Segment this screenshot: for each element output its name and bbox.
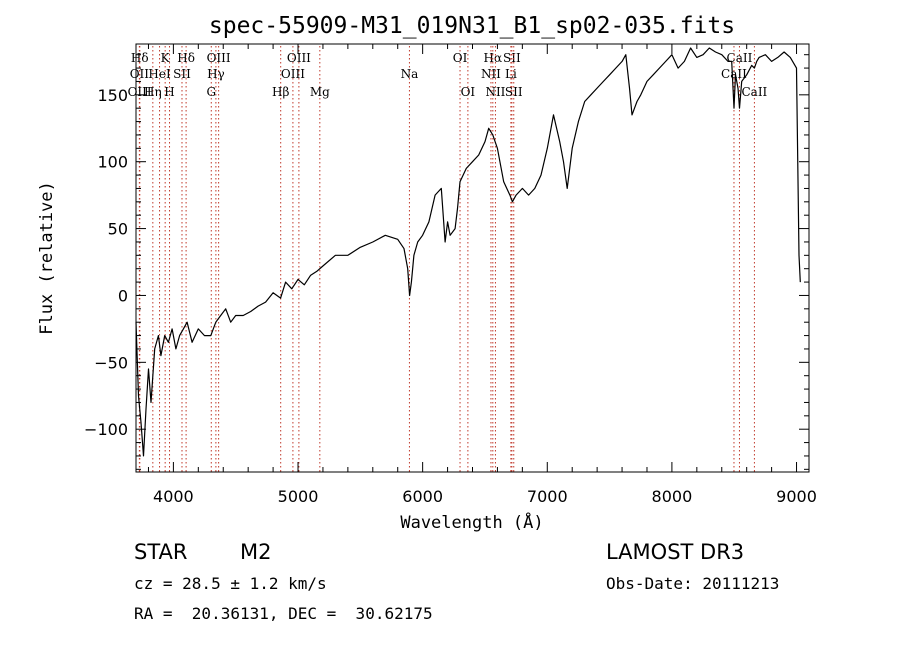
line-label-15: Mg: [310, 85, 330, 99]
line-label-21: NII: [485, 85, 505, 99]
line-label-13: OIII: [287, 51, 311, 65]
line-label-25: CaII: [727, 51, 753, 65]
line-label-24: SII: [505, 85, 523, 99]
plot-frame: [135, 43, 810, 473]
line-label-7: H: [164, 85, 174, 99]
redshift-velocity: cz = 28.5 ± 1.2 km/s: [134, 574, 327, 593]
line-label-8: Hδ: [177, 51, 195, 65]
observation-date: Obs-Date: 20111213: [606, 574, 780, 593]
chart-title: spec-55909-M31_019N31_B1_sp02-035.fits: [209, 13, 735, 39]
survey-name: LAMOST DR3: [606, 540, 745, 564]
y-tick-label: −100: [84, 420, 128, 439]
line-label-19: Hα: [484, 51, 503, 65]
line-label-6: SII: [173, 67, 191, 81]
spectrum-line: [135, 47, 801, 457]
spectrum-series: [135, 47, 801, 457]
x-axis-label: Wavelength (Å): [400, 511, 543, 533]
line-label-5: Hη: [144, 85, 162, 99]
line-label-20: NII: [481, 67, 501, 81]
line-label-23: Li: [505, 67, 517, 81]
object-class: STAR: [134, 540, 188, 564]
line-label-10: Hγ: [207, 67, 225, 81]
y-tick-label: 0: [118, 286, 128, 305]
y-tick-label: 100: [97, 153, 128, 172]
line-label-27: CaII: [741, 85, 767, 99]
x-tick-label: 7000: [527, 487, 568, 506]
y-axis-label: Flux (relative): [37, 181, 57, 335]
line-label-11: G: [206, 85, 216, 99]
x-tick-label: 4000: [153, 487, 194, 506]
line-label-17: OI: [453, 51, 468, 65]
x-tick-label: 9000: [776, 487, 817, 506]
y-tick-label: 50: [108, 220, 128, 239]
line-label-16: Na: [401, 67, 419, 81]
line-label-14: OIII: [281, 67, 305, 81]
line-label-12: Hβ: [272, 85, 289, 99]
line-label-2: OIII: [128, 85, 152, 99]
y-tick-label: 150: [97, 86, 128, 105]
y-tick-label: −50: [94, 353, 128, 372]
line-label-26: CaII: [721, 67, 747, 81]
x-tick-label: 5000: [278, 487, 319, 506]
line-label-18: OI: [461, 85, 476, 99]
coordinates: RA = 20.36131, DEC = 30.62175: [134, 604, 433, 623]
axes: 4000 5000 6000 7000 8000 9000 −100 −50 0 50 100 150: [84, 43, 817, 506]
line-label-9: OIII: [207, 51, 231, 65]
object-subclass: M2: [240, 540, 272, 564]
line-label-22: SII: [503, 51, 521, 65]
line-label-3: K: [161, 51, 171, 65]
x-tick-label: 8000: [652, 487, 693, 506]
x-tick-label: 6000: [402, 487, 443, 506]
line-label-4: HeI: [148, 67, 171, 81]
